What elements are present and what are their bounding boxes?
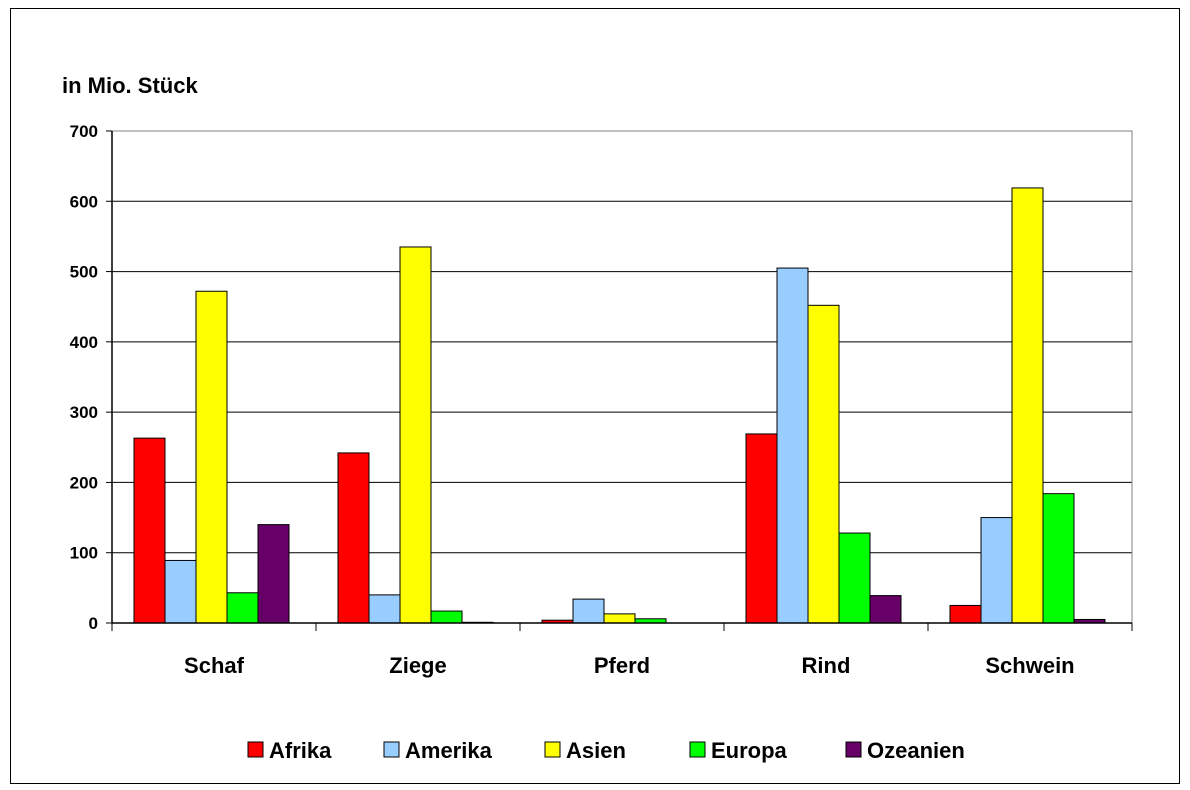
bar-asien-ziege <box>399 246 432 624</box>
x-axis: Schaf Ziege Pferd Rind Schwein <box>111 622 1133 678</box>
bar-asien-pferd <box>603 613 636 624</box>
bars <box>133 187 1106 624</box>
bar-asien-schwein <box>1011 187 1044 624</box>
bar-europa-schwein <box>1042 493 1075 624</box>
bar-ozeanien-schaf <box>257 524 290 624</box>
legend-swatch-amerika <box>383 741 400 758</box>
bar-afrika-schaf <box>133 437 166 624</box>
y-tick-label: 700 <box>70 122 98 141</box>
bar-europa-ziege <box>430 610 463 624</box>
bar-asien-rind <box>807 304 840 624</box>
legend-swatch-ozeanien <box>845 741 862 758</box>
x-category-label: Rind <box>802 653 851 678</box>
y-tick-label: 300 <box>70 403 98 422</box>
y-tick-label: 0 <box>89 614 98 633</box>
y-tick-label: 200 <box>70 473 98 492</box>
legend-swatch-afrika <box>247 741 264 758</box>
x-category-label: Ziege <box>389 653 446 678</box>
y-axis-ticks: 0 100 200 300 400 500 600 700 <box>70 122 112 633</box>
x-category-label: Schwein <box>985 653 1074 678</box>
bar-amerika-schwein <box>980 517 1013 624</box>
legend: Afrika Amerika Asien Europa Ozeanien <box>247 738 965 763</box>
bar-afrika-schwein <box>949 604 982 624</box>
bar-amerika-pferd <box>572 598 605 624</box>
legend-label-amerika: Amerika <box>405 738 493 763</box>
legend-swatch-asien <box>544 741 561 758</box>
y-axis-title: in Mio. Stück <box>62 73 198 98</box>
x-category-label: Schaf <box>184 653 245 678</box>
y-tick-label: 400 <box>70 333 98 352</box>
y-tick-label: 100 <box>70 544 98 563</box>
legend-label-afrika: Afrika <box>269 738 332 763</box>
bar-afrika-ziege <box>337 452 370 624</box>
legend-swatch-europa <box>689 741 706 758</box>
legend-label-europa: Europa <box>711 738 788 763</box>
bar-ozeanien-rind <box>869 595 902 624</box>
legend-label-asien: Asien <box>566 738 626 763</box>
bar-amerika-rind <box>776 267 809 624</box>
bar-europa-schaf <box>226 592 259 624</box>
x-category-label: Pferd <box>594 653 650 678</box>
y-tick-label: 500 <box>70 263 98 282</box>
bar-afrika-rind <box>745 433 778 624</box>
gridlines <box>112 130 1132 554</box>
bar-amerika-ziege <box>368 594 401 624</box>
legend-label-ozeanien: Ozeanien <box>867 738 965 763</box>
bar-asien-schaf <box>195 290 228 624</box>
y-tick-label: 600 <box>70 192 98 211</box>
bar-europa-rind <box>838 532 871 624</box>
bar-amerika-schaf <box>164 559 197 624</box>
